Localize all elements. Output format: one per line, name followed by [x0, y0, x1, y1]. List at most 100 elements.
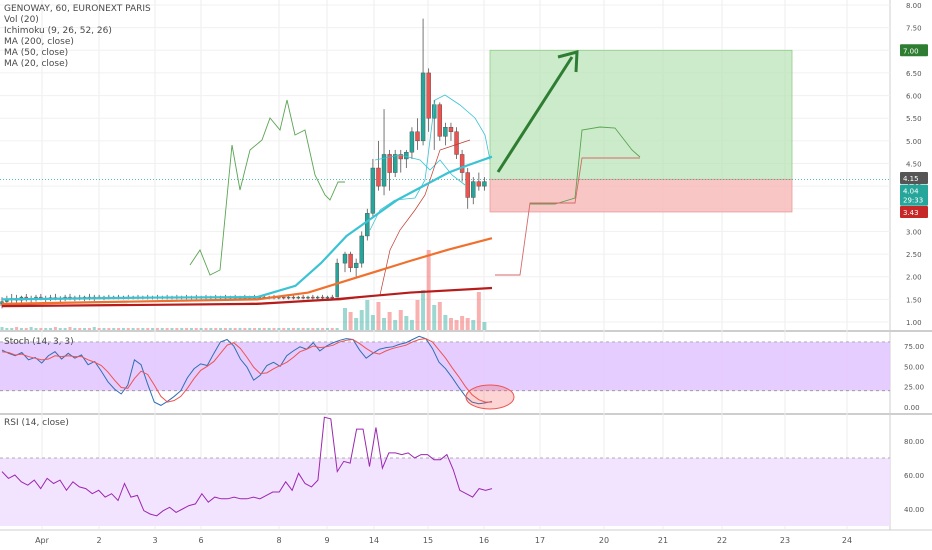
ichimoku-conversion-line	[374, 154, 466, 186]
indicator-ichimoku-label: Ichimoku (9, 26, 52, 26)	[4, 26, 112, 36]
volume-bar	[219, 328, 223, 330]
volume-bar	[189, 328, 193, 330]
volume-bar	[277, 328, 281, 330]
candle-body	[311, 296, 315, 299]
rsi-pane-label: RSI (14, close)	[4, 418, 69, 428]
volume-bar	[311, 328, 315, 330]
stop-price-badge: 3.43	[903, 209, 919, 217]
price-tick-label: 8.00	[906, 2, 922, 10]
volume-bar	[267, 328, 271, 330]
volume-bar	[194, 328, 198, 330]
x-tick-label: Apr	[35, 536, 50, 545]
candle-body	[335, 262, 339, 298]
candle-body	[426, 72, 431, 119]
volume-bar	[354, 318, 359, 330]
volume-bar	[209, 328, 213, 330]
volume-bar	[421, 290, 426, 330]
candle-body	[296, 296, 300, 299]
volume-bar	[272, 328, 276, 330]
price-tick-label: 7.50	[906, 25, 922, 33]
candle-body	[448, 127, 454, 133]
volume-bar	[151, 328, 155, 330]
volume-bar	[199, 328, 203, 330]
target-price-badge-bg	[900, 44, 928, 57]
volume-bar	[73, 328, 77, 330]
stoch-tick-label: 25.00	[904, 384, 924, 392]
volume-bar	[223, 328, 227, 330]
current-price-badge-bg	[900, 184, 928, 197]
x-tick-label: 6	[198, 536, 203, 545]
x-tick-label: 20	[599, 536, 609, 545]
volume-bar	[121, 328, 125, 330]
price-tick-label: 2.00	[906, 274, 922, 282]
price-tick-label: 2.50	[906, 251, 922, 259]
volume-bar	[83, 328, 87, 330]
volume-bar	[301, 328, 305, 330]
volume-bar	[296, 328, 300, 330]
volume-bar	[214, 328, 218, 330]
volume-bar	[19, 328, 23, 330]
candle-body	[465, 172, 470, 198]
stoch-tick-label: 75.00	[904, 343, 924, 351]
volume-bar	[348, 312, 353, 330]
stoch-tick-label: 0.00	[904, 404, 920, 412]
stoch-d-line	[1, 338, 492, 403]
stoch-tick-label: 50.00	[904, 363, 924, 371]
volume-bar	[155, 328, 159, 330]
indicator-ma200-label: MA (200, close)	[4, 37, 74, 47]
volume-bar	[243, 328, 247, 330]
volume-bar	[343, 308, 347, 330]
x-tick-label: 3	[152, 536, 157, 545]
volume-bar	[253, 328, 257, 330]
volume-bar	[233, 328, 237, 330]
volume-bar	[404, 316, 409, 330]
volume-bar	[437, 302, 442, 330]
volume-bar	[5, 328, 9, 330]
price-tick-label: 6.00	[906, 93, 922, 101]
volume-bar	[136, 328, 140, 330]
x-tick-label: 23	[780, 536, 790, 545]
ichimoku-cloud-edge	[0, 139, 471, 306]
volume-bar	[117, 328, 121, 330]
candle-body	[301, 296, 305, 299]
volume-bar	[287, 328, 291, 330]
rsi-tick-label: 40.00	[904, 506, 924, 514]
volume-bar	[415, 300, 420, 330]
volume-bar	[426, 250, 431, 330]
ma200-line	[1, 286, 493, 308]
stop-price-badge-bg	[900, 205, 928, 218]
candle-body	[370, 167, 376, 214]
candle-body	[282, 296, 286, 299]
candle-body	[392, 154, 398, 173]
candle-body	[325, 296, 330, 299]
price-tick-label: 1.50	[906, 296, 922, 304]
ma50-line	[1, 237, 493, 305]
volume-bar	[382, 318, 387, 330]
price-tick-label: 6.50	[906, 70, 922, 78]
rsi-tick-label: 60.00	[904, 472, 924, 480]
volume-bar	[465, 318, 470, 330]
volume-bar	[398, 310, 403, 330]
stoch-pane-label: Stoch (14, 3, 3)	[4, 337, 74, 347]
ichimoku-lagging-line	[189, 99, 345, 276]
volume-bar	[146, 328, 150, 330]
volume-bar	[63, 328, 67, 330]
candle-body	[316, 296, 320, 299]
volume-bar	[359, 310, 364, 330]
loss-zone	[489, 178, 793, 213]
volume-bar	[432, 305, 437, 330]
candle-body	[404, 151, 409, 160]
volume-bar	[170, 328, 174, 330]
volume-bar	[482, 322, 487, 330]
candle-body	[286, 296, 291, 299]
volume-bar	[165, 328, 169, 330]
volume-bar	[29, 327, 33, 330]
candle-body	[420, 72, 426, 142]
symbol-title: GENOWAY, 60, EURONEXT PARIS	[4, 4, 151, 14]
oversold-highlight	[465, 384, 515, 410]
volume-bar	[49, 328, 53, 330]
current-price-badge: 4.04	[903, 188, 919, 196]
x-tick-label: 21	[658, 536, 668, 545]
candle-body	[443, 127, 448, 137]
volume-bar	[180, 328, 184, 330]
